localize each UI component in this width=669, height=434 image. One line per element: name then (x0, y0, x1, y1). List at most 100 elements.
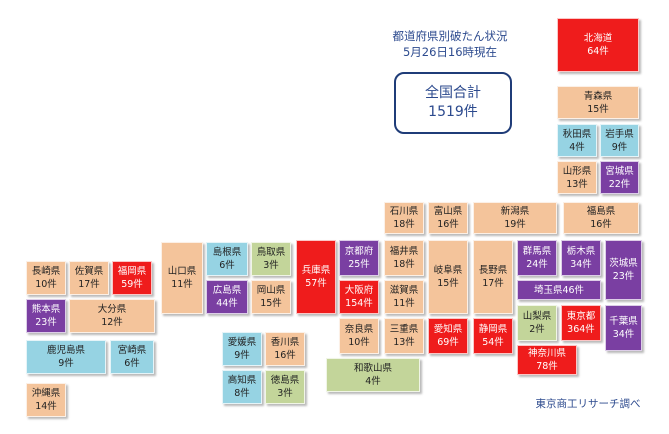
pref-name: 愛知県 (433, 324, 463, 335)
pref-hokkaido: 北海道 64件 (557, 18, 639, 72)
total-value: 1519件 (428, 104, 478, 120)
pref-shiga: 滋賀県 11件 (384, 280, 424, 314)
pref-oita: 大分県 12件 (69, 299, 155, 333)
pref-count: 10件 (348, 337, 370, 348)
pref-name: 青森県 (583, 90, 613, 102)
pref-gifu: 岐阜県 15件 (428, 240, 468, 314)
pref-miyazaki: 宮崎県 6件 (110, 340, 154, 374)
pref-name: 鳥取県 (256, 247, 286, 258)
pref-count: 2件 (529, 324, 545, 335)
pref-count: 34件 (612, 329, 635, 340)
pref-yamaguchi: 山口県 11件 (161, 242, 203, 314)
pref-name: 徳島県 (270, 375, 300, 386)
pref-name: 熊本県 (31, 304, 61, 315)
pref-ibaraki: 茨城県 23件 (605, 240, 642, 300)
pref-name: 三重県 (389, 324, 419, 335)
pref-count: 16件 (437, 219, 459, 230)
pref-name: 北海道 (583, 33, 613, 44)
pref-name: 新潟県 (500, 206, 530, 217)
pref-toyama: 富山県 16件 (428, 202, 468, 234)
pref-aichi: 愛知県 69件 (428, 318, 468, 354)
pref-tottori: 鳥取県 3件 (251, 242, 291, 276)
pref-count: 4件 (569, 141, 585, 153)
pref-count: 18件 (393, 219, 415, 230)
pref-count: 3件 (263, 260, 279, 271)
pref-yamanashi: 山梨県 2件 (517, 305, 557, 341)
pref-kyoto: 京都府 25件 (339, 240, 379, 276)
pref-name: 島根県 (212, 247, 242, 258)
pref-count: 22件 (608, 178, 631, 190)
pref-count: 16件 (590, 219, 612, 230)
pref-count: 17件 (78, 279, 100, 290)
pref-name: 奈良県 (344, 324, 374, 335)
pref-aomori: 青森県 15件 (557, 86, 639, 119)
map-title: 都道府県別破たん状況 5月26日16時現在 (365, 28, 535, 60)
pref-iwate: 岩手県 9件 (600, 124, 639, 157)
pref-count: 4件 (365, 376, 381, 387)
pref-tokyo: 東京都 364件 (561, 305, 601, 341)
pref-count: 78件 (536, 361, 558, 372)
pref-name: 山口県 (167, 266, 197, 277)
pref-okinawa: 沖縄県 14件 (26, 383, 66, 417)
total-label: 全国合計 (425, 85, 481, 101)
pref-fukushima: 福島県 16件 (563, 202, 639, 234)
national-total-box: 全国合計 1519件 (394, 72, 512, 134)
pref-count: 54件 (482, 337, 504, 348)
pref-name: 東京都 (566, 311, 596, 322)
pref-count: 44件 (216, 298, 238, 309)
pref-ehime: 愛媛県 9件 (222, 332, 262, 366)
pref-name: 大分県 (97, 304, 127, 315)
pref-akita: 秋田県 4件 (557, 124, 597, 157)
pref-nara: 奈良県 10件 (339, 318, 379, 354)
pref-name: 長野県 (478, 265, 508, 276)
pref-name: 鹿児島県 (46, 345, 85, 356)
pref-kumamoto: 熊本県 23件 (26, 299, 66, 333)
pref-tochigi: 栃木県 34件 (561, 240, 601, 276)
pref-chiba: 千葉県 34件 (605, 305, 642, 351)
pref-count: 9件 (234, 350, 250, 361)
pref-name: 長崎県 (31, 266, 61, 277)
pref-name: 栃木県 (566, 246, 596, 257)
pref-name: 福岡県 (117, 266, 147, 277)
pref-name: 広島県 (212, 285, 242, 296)
pref-nagano: 長野県 17件 (473, 240, 513, 314)
pref-count: 13件 (566, 178, 588, 190)
pref-count: 10件 (35, 279, 57, 290)
pref-saga: 佐賀県 17件 (69, 261, 109, 295)
pref-count: 364件 (567, 324, 595, 335)
pref-kochi: 高知県 8件 (222, 370, 262, 404)
pref-miyagi: 宮城県 22件 (600, 161, 639, 194)
pref-count: 23件 (35, 317, 57, 328)
pref-mie: 三重県 13件 (384, 318, 424, 354)
pref-count: 15件 (437, 278, 459, 289)
pref-tokushima: 徳島県 3件 (265, 370, 305, 404)
pref-count: 3件 (277, 388, 293, 399)
pref-saitama: 埼玉県 46件 (517, 280, 601, 300)
pref-count: 64件 (587, 46, 609, 57)
pref-name: 茨城県 (609, 258, 638, 269)
pref-shizuoka: 静岡県 54件 (473, 318, 513, 354)
pref-name: 大阪府 (344, 285, 374, 296)
pref-name: 福島県 (586, 206, 616, 217)
pref-count: 6件 (124, 358, 140, 369)
pref-count: 59件 (121, 279, 143, 290)
pref-count: 69件 (437, 337, 459, 348)
pref-okayama: 岡山県 15件 (251, 280, 291, 314)
pref-count: 17件 (482, 278, 504, 289)
pref-name: 石川県 (389, 206, 419, 217)
pref-count: 9件 (611, 141, 628, 153)
pref-count: 16件 (274, 350, 296, 361)
pref-kanagawa: 神奈川県 78件 (517, 345, 577, 375)
title-line-1: 都道府県別破たん状況 (392, 29, 508, 43)
pref-count: 23件 (612, 271, 635, 282)
pref-name: 愛媛県 (227, 337, 257, 348)
pref-count: 11件 (171, 279, 193, 290)
pref-shimane: 島根県 6件 (206, 242, 248, 276)
pref-name: 秋田県 (562, 128, 592, 140)
pref-name: 高知県 (227, 375, 257, 386)
pref-count: 8件 (234, 388, 250, 399)
pref-count: 11件 (393, 298, 415, 309)
pref-count: 18件 (393, 259, 415, 270)
pref-name: 神奈川県 (527, 348, 566, 359)
pref-kagoshima: 鹿児島県 9件 (26, 340, 106, 374)
